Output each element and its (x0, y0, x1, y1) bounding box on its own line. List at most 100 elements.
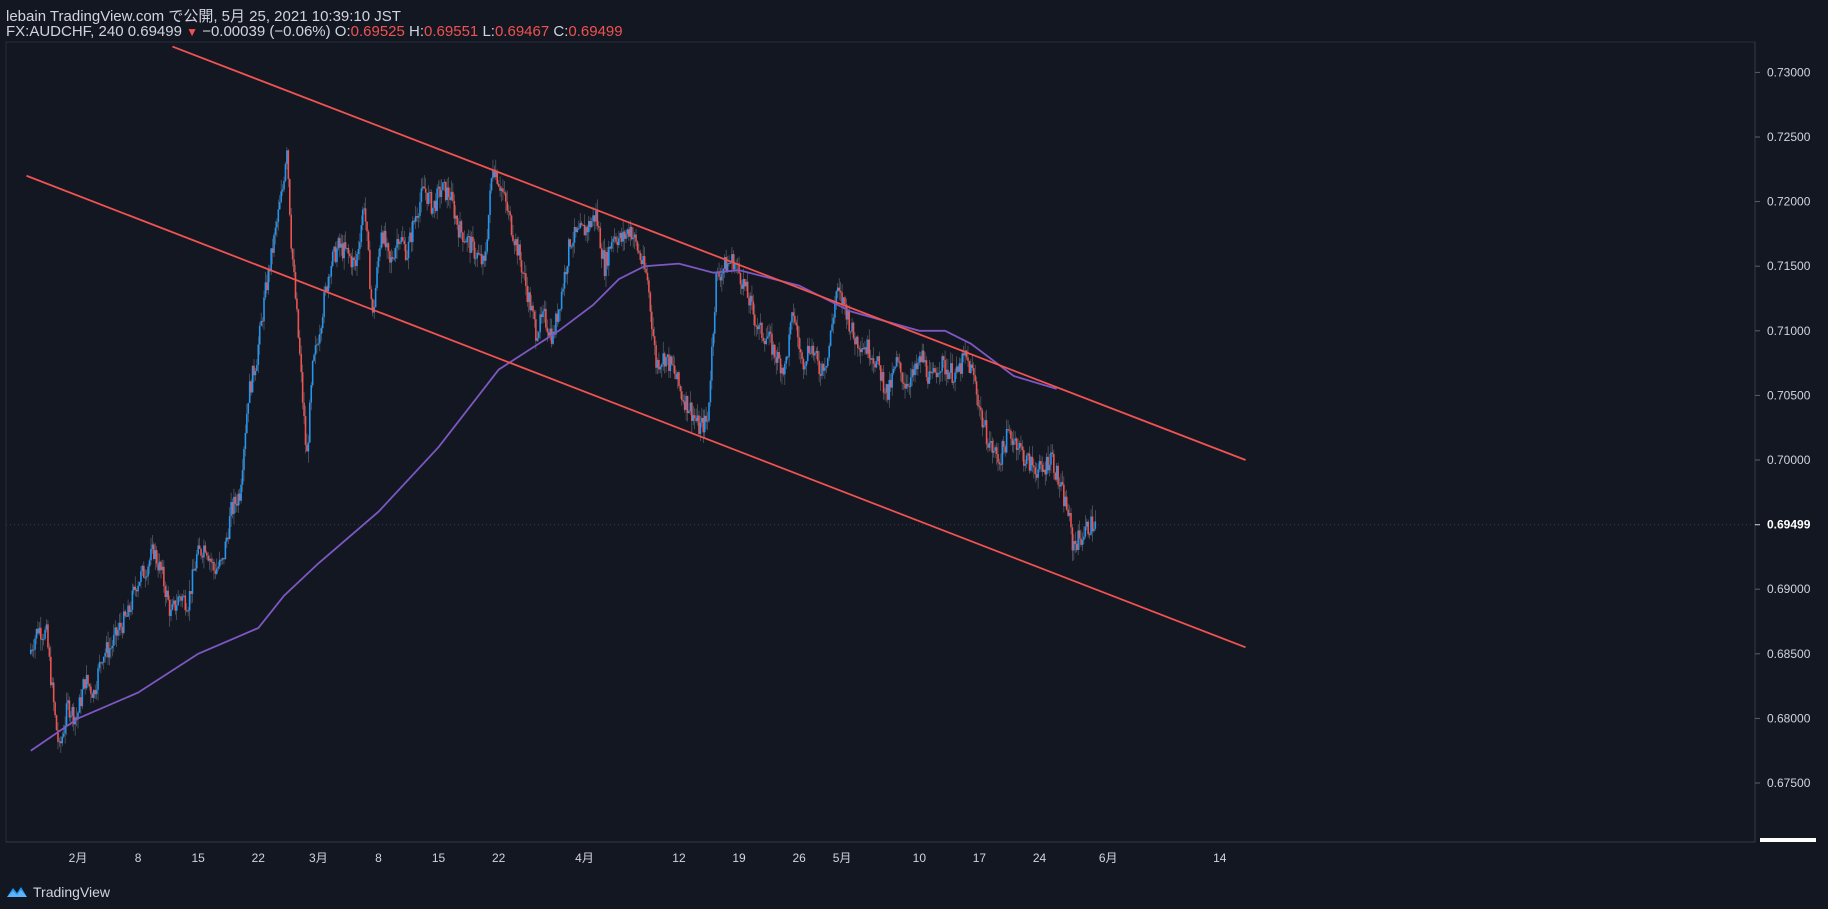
candle-body (1084, 526, 1087, 537)
y-tick-label: 0.70500 (1767, 388, 1811, 402)
candle-body (459, 221, 461, 238)
channel-lower-line (26, 174, 1246, 649)
candle-body (1030, 456, 1032, 471)
candle-body (226, 537, 228, 542)
candle-body (1051, 452, 1054, 455)
candle-body (1088, 534, 1091, 536)
candle-body (908, 386, 911, 388)
x-tick-label: 15 (192, 851, 206, 865)
candle-body (535, 319, 537, 341)
candle-body (174, 600, 177, 611)
candle-body (942, 356, 945, 361)
candle-body (924, 360, 926, 363)
candle-body (286, 150, 288, 164)
candle-body (447, 187, 450, 198)
candle-body (257, 344, 260, 366)
candle-body (291, 248, 294, 260)
candle-body (194, 568, 197, 571)
candle-body (1058, 484, 1061, 487)
candle-body (821, 363, 823, 376)
candle-body (653, 336, 656, 346)
candle-body (52, 682, 55, 703)
candle-body (751, 295, 753, 302)
tradingview-logo[interactable]: TradingView (6, 884, 110, 900)
candle-body (972, 368, 975, 376)
candle-body (466, 236, 468, 243)
candle-body (94, 689, 96, 695)
candle-body (990, 440, 992, 443)
candle-body (670, 356, 673, 365)
candle-body (118, 622, 121, 631)
candle-body (238, 493, 241, 501)
candle-body (927, 377, 929, 384)
candle-body (957, 366, 959, 372)
candle-body (185, 610, 188, 612)
candle-body (357, 248, 360, 255)
x-tick-label: 10 (913, 851, 927, 865)
candle-body (655, 345, 657, 368)
candle-body (526, 285, 529, 303)
candle-body (267, 268, 270, 291)
candle-body (220, 559, 222, 561)
candle-body (887, 384, 889, 400)
candle-body (623, 231, 626, 239)
candle-body (128, 605, 131, 612)
candle-body (367, 231, 370, 250)
candle-body (155, 550, 158, 564)
tradingview-icon (7, 887, 27, 897)
open-value: 0.69525 (350, 23, 405, 40)
candle-body (523, 272, 526, 274)
candle-body (409, 232, 411, 242)
candle-body (648, 280, 650, 293)
candle-body (505, 192, 507, 202)
candle-body (864, 347, 866, 350)
candle-body (739, 273, 742, 285)
candle-body (922, 350, 925, 363)
candle-body (948, 372, 951, 380)
candle-body (829, 330, 832, 346)
candle-body (672, 364, 675, 366)
candle-body (154, 550, 157, 559)
candle-body (236, 503, 238, 506)
candle-body (975, 381, 978, 395)
candle-body (349, 253, 351, 257)
candle-body (417, 215, 420, 218)
candle-body (721, 273, 723, 281)
candle-body (444, 181, 447, 201)
candle-body (806, 345, 809, 362)
candle-body (311, 360, 314, 386)
y-tick-label: 0.70000 (1767, 453, 1811, 467)
candle-body (160, 561, 162, 571)
candle-body (834, 302, 836, 318)
candle-body (1017, 448, 1019, 450)
candle-body (981, 410, 984, 428)
candle-body (215, 568, 218, 574)
candle-body (271, 248, 274, 253)
close-value: 0.69499 (568, 23, 623, 40)
candle-body (374, 287, 377, 308)
candle-body (107, 642, 109, 658)
candle-body (918, 356, 921, 363)
y-tick-label: 0.68000 (1767, 711, 1811, 725)
candle-body (562, 288, 564, 292)
candle-body (205, 552, 208, 556)
candle-body (29, 649, 32, 654)
candle-body (168, 599, 171, 616)
candle-body (789, 322, 792, 335)
candle-body (991, 440, 994, 453)
x-tick-label: 12 (672, 851, 686, 865)
candle-body (786, 356, 789, 358)
candle-body (404, 244, 407, 260)
candle-body (450, 191, 453, 201)
candle-body (938, 372, 941, 374)
candle-body (161, 566, 164, 571)
candle-body (897, 357, 899, 362)
candle-body (330, 265, 333, 277)
candle-body (749, 295, 752, 306)
candle-body (909, 377, 912, 387)
time-scale-handle[interactable] (1760, 838, 1816, 842)
candle-body (974, 375, 976, 382)
candle-body (801, 352, 803, 359)
candle-body (842, 297, 845, 305)
